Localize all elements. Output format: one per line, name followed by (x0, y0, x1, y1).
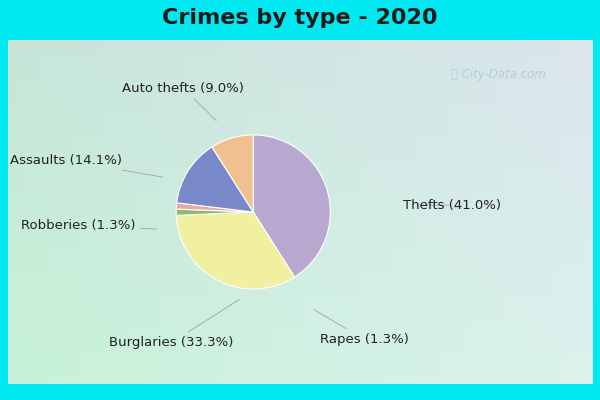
Text: Burglaries (33.3%): Burglaries (33.3%) (109, 300, 239, 349)
Text: Assaults (14.1%): Assaults (14.1%) (10, 154, 163, 177)
Wedge shape (176, 212, 295, 289)
Wedge shape (176, 203, 253, 212)
Text: ⓘ City-Data.com: ⓘ City-Data.com (451, 68, 545, 80)
Text: Auto thefts (9.0%): Auto thefts (9.0%) (122, 82, 244, 121)
Text: Robberies (1.3%): Robberies (1.3%) (20, 219, 157, 232)
Wedge shape (253, 135, 331, 277)
Text: Crimes by type - 2020: Crimes by type - 2020 (162, 8, 438, 28)
Wedge shape (177, 147, 253, 212)
Wedge shape (212, 135, 253, 212)
Text: Rapes (1.3%): Rapes (1.3%) (314, 310, 409, 346)
Wedge shape (176, 209, 253, 215)
Text: Thefts (41.0%): Thefts (41.0%) (403, 199, 501, 212)
